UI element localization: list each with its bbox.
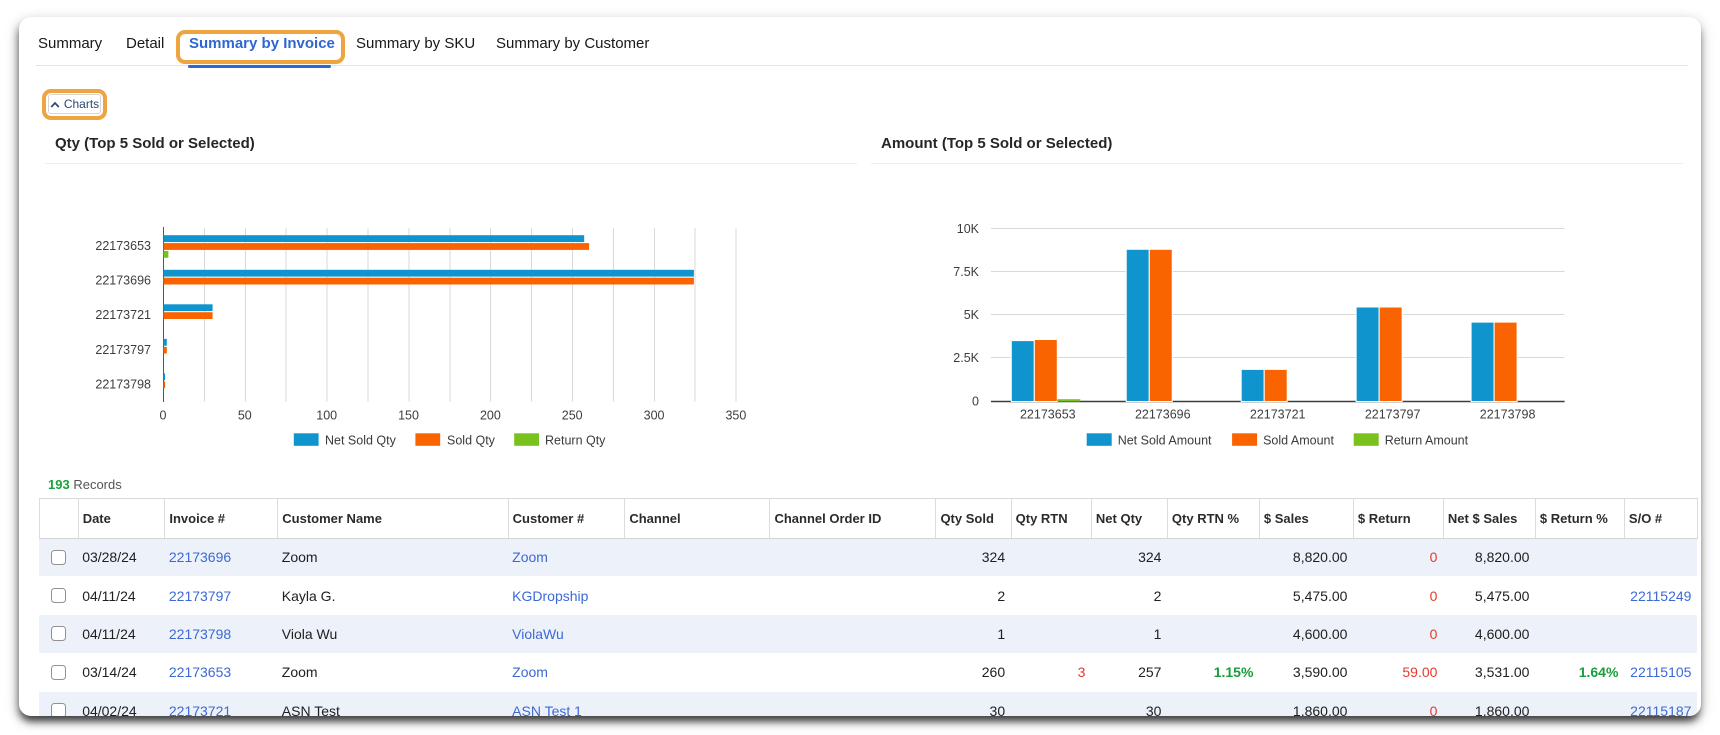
svg-text:150: 150 [398, 409, 419, 423]
svg-text:Sold Qty: Sold Qty [447, 434, 496, 448]
svg-text:Return Qty: Return Qty [545, 434, 606, 448]
svg-text:22173721: 22173721 [1250, 408, 1306, 422]
svg-text:0: 0 [160, 409, 167, 423]
svg-text:Return Amount: Return Amount [1385, 434, 1469, 448]
svg-text:7.5K: 7.5K [953, 265, 979, 279]
svg-text:Sold Amount: Sold Amount [1263, 434, 1334, 448]
svg-text:5K: 5K [964, 308, 980, 322]
svg-text:250: 250 [562, 409, 583, 423]
svg-text:Net Sold Amount: Net Sold Amount [1118, 434, 1212, 448]
svg-text:22173797: 22173797 [1365, 408, 1421, 422]
svg-text:22173798: 22173798 [95, 377, 151, 391]
svg-text:350: 350 [725, 409, 746, 423]
svg-text:2.5K: 2.5K [953, 351, 979, 365]
svg-text:100: 100 [316, 409, 337, 423]
svg-text:22173721: 22173721 [95, 308, 151, 322]
svg-text:22173653: 22173653 [95, 239, 151, 253]
svg-text:22173696: 22173696 [1135, 408, 1191, 422]
svg-text:50: 50 [238, 409, 252, 423]
svg-text:22173653: 22173653 [1020, 408, 1076, 422]
svg-text:22173798: 22173798 [1480, 408, 1536, 422]
svg-text:200: 200 [480, 409, 501, 423]
svg-text:10K: 10K [957, 222, 980, 236]
svg-text:0: 0 [972, 394, 979, 408]
svg-text:300: 300 [644, 409, 665, 423]
svg-text:22173797: 22173797 [95, 343, 151, 357]
svg-text:Net Sold Qty: Net Sold Qty [325, 434, 397, 448]
svg-text:22173696: 22173696 [95, 274, 151, 288]
